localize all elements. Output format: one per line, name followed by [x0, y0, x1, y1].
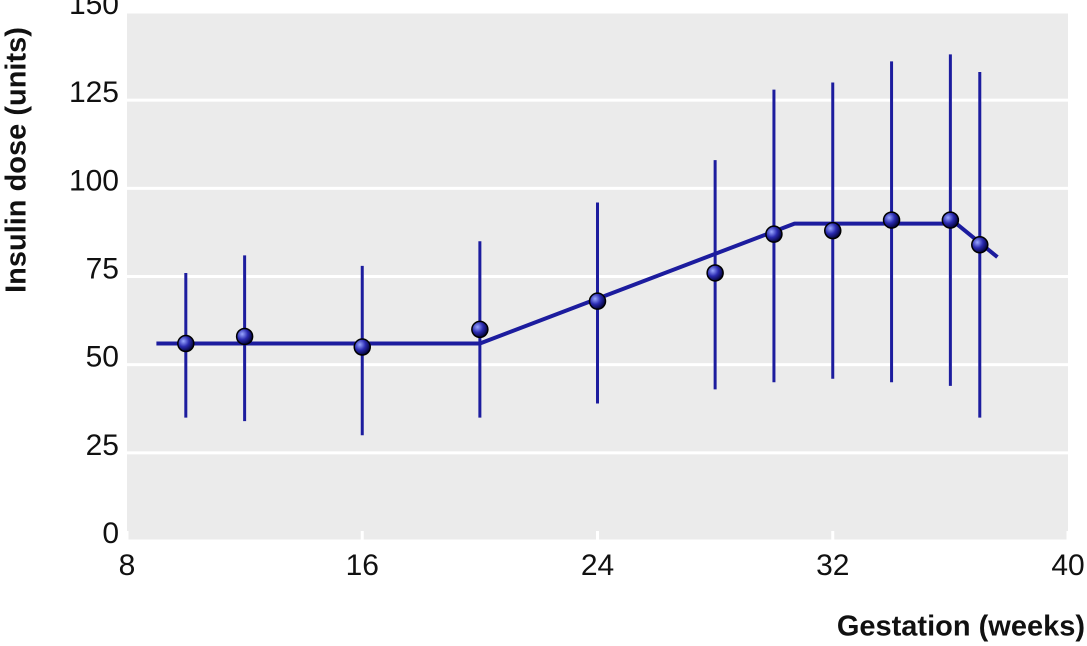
- data-point: [235, 327, 254, 346]
- fit-line: [156, 221, 999, 346]
- y-tick-label: 25: [86, 429, 119, 462]
- x-tick-label: 16: [346, 549, 379, 582]
- y-tick-label: 150: [69, 0, 119, 21]
- data-point: [824, 221, 842, 240]
- data-point: [177, 334, 195, 353]
- data-point: [765, 225, 783, 243]
- data-point: [941, 211, 960, 229]
- x-tick-label: 24: [581, 549, 614, 582]
- data-point: [882, 211, 901, 229]
- data-point: [706, 264, 724, 282]
- data-point: [471, 320, 489, 339]
- y-axis-label: Insulin dose (units): [1, 27, 33, 293]
- y-tick-label: 0: [102, 517, 119, 550]
- x-tick-label: 40: [1051, 549, 1084, 582]
- x-axis-label: Gestation (weeks): [837, 611, 1085, 643]
- x-tick-label: 8: [119, 549, 136, 582]
- y-tick-label: 50: [86, 341, 119, 374]
- y-tick-label: 125: [69, 76, 119, 109]
- x-tick-label: 32: [816, 549, 849, 582]
- data-point: [971, 236, 989, 254]
- data-point: [353, 338, 371, 356]
- y-tick-label: 100: [69, 164, 119, 197]
- data-point: [588, 292, 607, 310]
- y-tick-label: 75: [86, 252, 119, 285]
